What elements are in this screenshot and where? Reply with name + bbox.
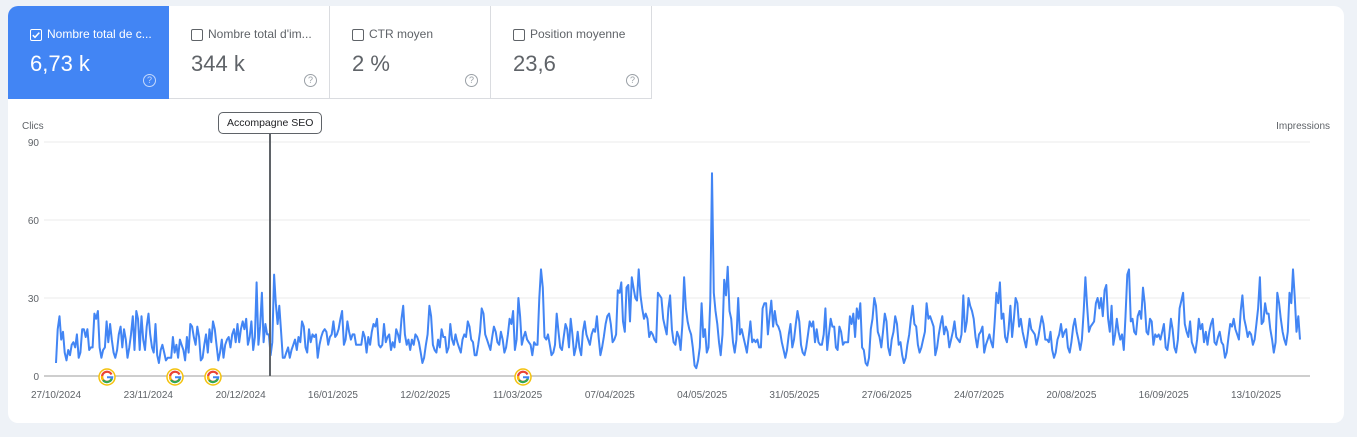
clicks-line-chart[interactable]: 0 30 60 90 27/10/2024 23/11/2024 20/12/2024 16/… xyxy=(8,6,1344,423)
x-tick-label: 24/07/2025 xyxy=(954,390,1004,401)
annotation-label[interactable]: Accompagne SEO xyxy=(218,112,323,134)
checkbox-unchecked-icon[interactable] xyxy=(191,29,203,41)
x-tick-label: 31/05/2025 xyxy=(769,390,819,401)
performance-card: Nombre total de c... 6,73 k ? Nombre tot… xyxy=(8,6,1344,423)
x-tick-label: 13/10/2025 xyxy=(1231,390,1281,401)
metric-label: Position moyenne xyxy=(530,27,626,41)
x-tick-label: 20/12/2024 xyxy=(216,390,266,401)
x-tick-label: 16/01/2025 xyxy=(308,390,358,401)
metric-total-impressions[interactable]: Nombre total d'im... 344 k ? xyxy=(169,6,330,99)
question-circle-icon[interactable]: ? xyxy=(465,74,478,87)
checkbox-checked-icon[interactable] xyxy=(30,29,42,41)
y-tick-label: 90 xyxy=(28,138,40,149)
question-circle-icon[interactable]: ? xyxy=(626,74,639,87)
x-tick-label: 04/05/2025 xyxy=(677,390,727,401)
y-tick-label: 30 xyxy=(28,294,40,305)
question-circle-icon[interactable]: ? xyxy=(143,74,156,87)
google-g-icon[interactable] xyxy=(514,368,532,386)
metric-value: 2 % xyxy=(352,51,390,76)
checkbox-unchecked-icon[interactable] xyxy=(352,29,364,41)
y-tick-label: 60 xyxy=(28,216,40,227)
x-tick-label: 27/10/2024 xyxy=(31,390,81,401)
metric-average-ctr[interactable]: CTR moyen 2 % ? xyxy=(330,6,491,99)
metric-label: CTR moyen xyxy=(369,27,434,41)
google-g-icon[interactable] xyxy=(204,368,222,386)
metric-value: 344 k xyxy=(191,51,245,76)
x-tick-label: 20/08/2025 xyxy=(1046,390,1096,401)
metric-label: Nombre total d'im... xyxy=(208,27,312,41)
x-tick-label: 12/02/2025 xyxy=(400,390,450,401)
x-tick-label: 27/06/2025 xyxy=(862,390,912,401)
x-tick-label: 23/11/2024 xyxy=(124,390,174,401)
y-tick-label: 0 xyxy=(33,372,39,383)
metric-tabs: Nombre total de c... 6,73 k ? Nombre tot… xyxy=(8,6,652,99)
y-axis-right-title: Impressions xyxy=(1276,121,1330,132)
google-g-icon[interactable] xyxy=(98,368,116,386)
metric-label: Nombre total de c... xyxy=(47,27,152,41)
clicks-series-line xyxy=(55,172,1301,370)
metric-value: 6,73 k xyxy=(30,51,90,76)
x-tick-label: 11/03/2025 xyxy=(493,390,543,401)
x-tick-label: 07/04/2025 xyxy=(585,390,635,401)
google-g-icon[interactable] xyxy=(166,368,184,386)
metric-average-position[interactable]: Position moyenne 23,6 ? xyxy=(491,6,652,99)
metric-value: 23,6 xyxy=(513,51,556,76)
metric-total-clicks[interactable]: Nombre total de c... 6,73 k ? xyxy=(8,6,169,99)
y-axis-left-title: Clics xyxy=(22,121,44,132)
checkbox-unchecked-icon[interactable] xyxy=(513,29,525,41)
x-tick-label: 16/09/2025 xyxy=(1139,390,1189,401)
question-circle-icon[interactable]: ? xyxy=(304,74,317,87)
